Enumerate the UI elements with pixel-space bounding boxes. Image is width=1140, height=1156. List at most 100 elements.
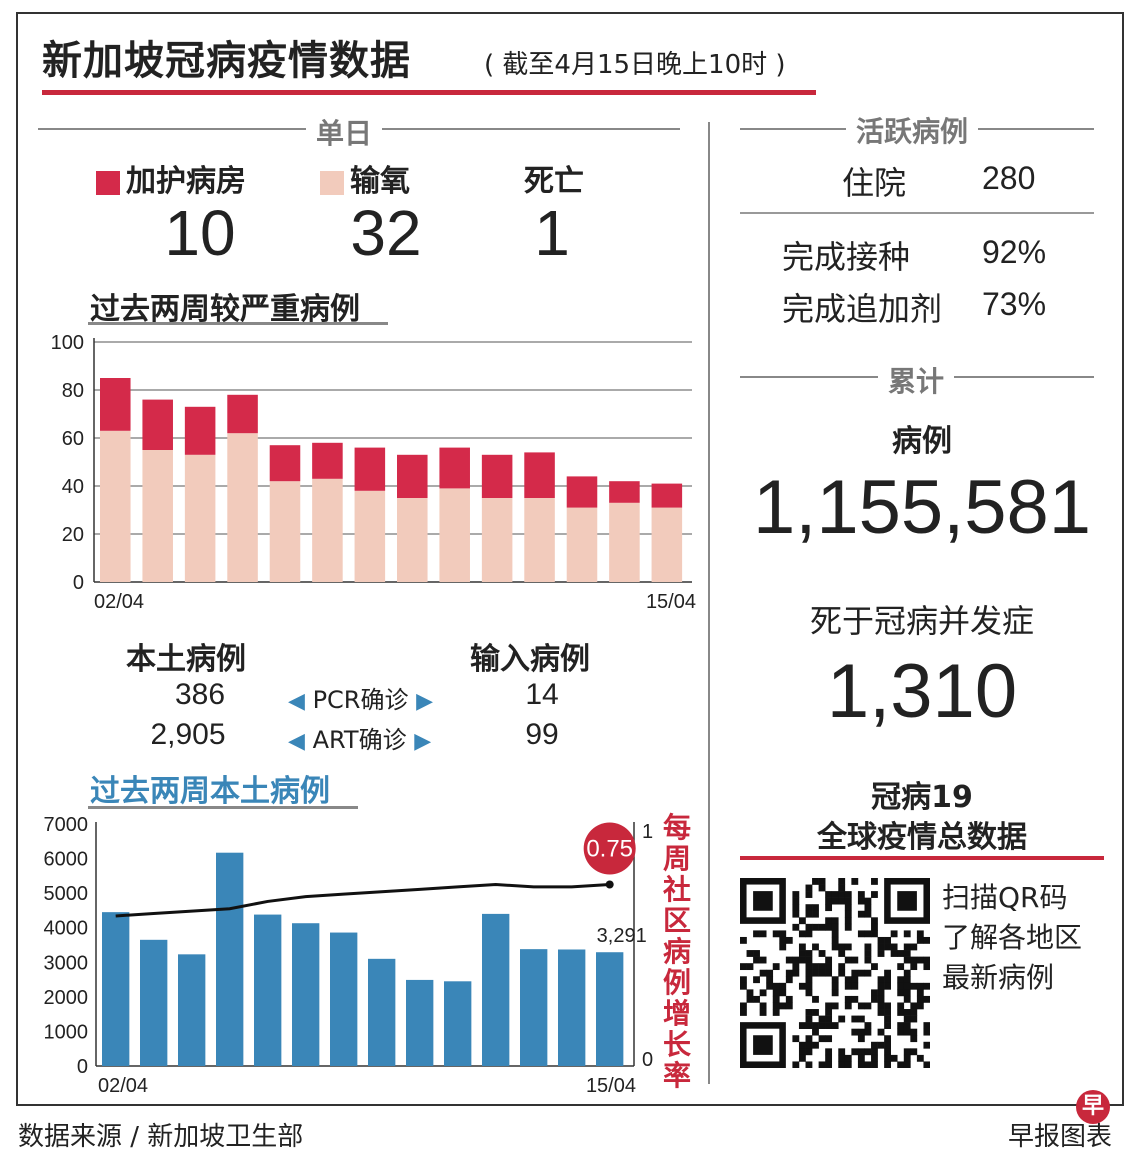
qr-module [897, 950, 905, 957]
qr-module [785, 995, 793, 1003]
qr-module [857, 1054, 865, 1062]
qr-module [753, 950, 760, 957]
qr-module [798, 956, 806, 964]
icu-bar [651, 483, 683, 508]
qr-module [779, 943, 787, 951]
qr-module [805, 1048, 813, 1056]
qr-module [844, 943, 852, 951]
page-title: 新加坡冠病疫情数据 [42, 38, 411, 84]
qr-module [740, 1002, 747, 1010]
qr-module [877, 976, 885, 984]
qr-module [805, 1041, 813, 1049]
local-case-bar [558, 949, 586, 1066]
qr-module [877, 1041, 885, 1049]
local-case-bar [368, 958, 396, 1066]
oxygen-legend: 输氧 [320, 156, 410, 200]
qr-module [897, 989, 905, 997]
qr-module [844, 917, 852, 925]
qr-module [759, 930, 767, 938]
local-case-bar [482, 913, 510, 1066]
qr-module [740, 963, 747, 971]
qr-module [792, 1035, 800, 1043]
qr-module [818, 1015, 826, 1023]
qr-module [759, 969, 767, 977]
secondary-tick-label: 1 [642, 821, 653, 843]
qr-module [877, 1002, 885, 1010]
title-underline [42, 90, 816, 95]
qr-module [772, 930, 780, 938]
icu-bar [524, 452, 555, 498]
icu-bar [100, 378, 131, 431]
qr-module [903, 969, 911, 977]
local-cases-label: 本土病例 [126, 642, 246, 677]
qr-module [923, 963, 930, 971]
qr-module [910, 943, 918, 951]
qr-module [838, 1048, 846, 1056]
x-start-label: 02/04 [94, 591, 144, 613]
qr-module [910, 1035, 918, 1043]
qr-module [805, 910, 813, 918]
qr-module [746, 995, 754, 1003]
qr-module [831, 930, 839, 938]
qr-module [805, 1035, 813, 1043]
vaccinated-value: 92% [982, 234, 1047, 270]
qr-code[interactable] [740, 878, 930, 1068]
qr-module [779, 1002, 787, 1010]
qr-module [818, 884, 826, 892]
qr-module [825, 1009, 833, 1016]
qr-module [857, 1061, 865, 1068]
qr-module [818, 969, 826, 977]
qr-module [798, 943, 806, 951]
local-case-bar [292, 923, 320, 1066]
qr-module [884, 1009, 891, 1016]
qr-module [772, 982, 780, 990]
icu-bar [354, 447, 386, 491]
qr-module [838, 1015, 846, 1023]
booster-label: 完成追加剂 [782, 290, 943, 328]
qr-module [903, 1054, 911, 1062]
qr-finder-inner [753, 891, 773, 911]
qr-module [779, 930, 787, 938]
y-tick-label: 20 [62, 524, 84, 546]
qr-module [831, 923, 839, 931]
qr-module [792, 904, 800, 912]
qr-module [890, 930, 898, 938]
qr-module [812, 969, 819, 977]
qr-module [884, 1061, 891, 1068]
death-value: 1 [534, 197, 570, 269]
qr-module [884, 936, 891, 944]
qr-module [818, 963, 826, 971]
qr-module [903, 1048, 911, 1056]
qr-module [923, 995, 930, 1003]
growth-rate-line [115, 882, 610, 918]
oxygen-bar [397, 498, 428, 582]
oxygen-bar [609, 502, 640, 582]
qr-module [923, 1022, 930, 1029]
qr-module [831, 1022, 839, 1029]
qr-module [871, 1041, 878, 1049]
qr-module [753, 956, 760, 964]
qr-module [805, 963, 813, 971]
qr-module [910, 1009, 918, 1016]
qr-module [772, 989, 780, 997]
column-divider [708, 122, 710, 1084]
qr-module [884, 1054, 891, 1062]
qr-module [864, 1028, 872, 1036]
qr-module [903, 1015, 911, 1023]
qr-module [785, 936, 793, 944]
qr-module [897, 982, 905, 990]
qr-module [884, 1035, 891, 1043]
qr-module [772, 995, 780, 1003]
qr-module [871, 878, 878, 885]
qr-module [798, 1054, 806, 1062]
growth-rate-badge-label: 0.75 [586, 836, 633, 863]
qr-module [844, 995, 852, 1003]
qr-module [825, 917, 833, 925]
qr-module [871, 1048, 878, 1056]
qr-module [792, 897, 800, 905]
qr-module [785, 969, 793, 977]
local-case-bar [596, 952, 624, 1066]
local-title-underline [88, 806, 358, 809]
qr-text-line2: 了解各地区 [942, 921, 1083, 954]
art-method-label: ART确诊 [312, 726, 407, 754]
